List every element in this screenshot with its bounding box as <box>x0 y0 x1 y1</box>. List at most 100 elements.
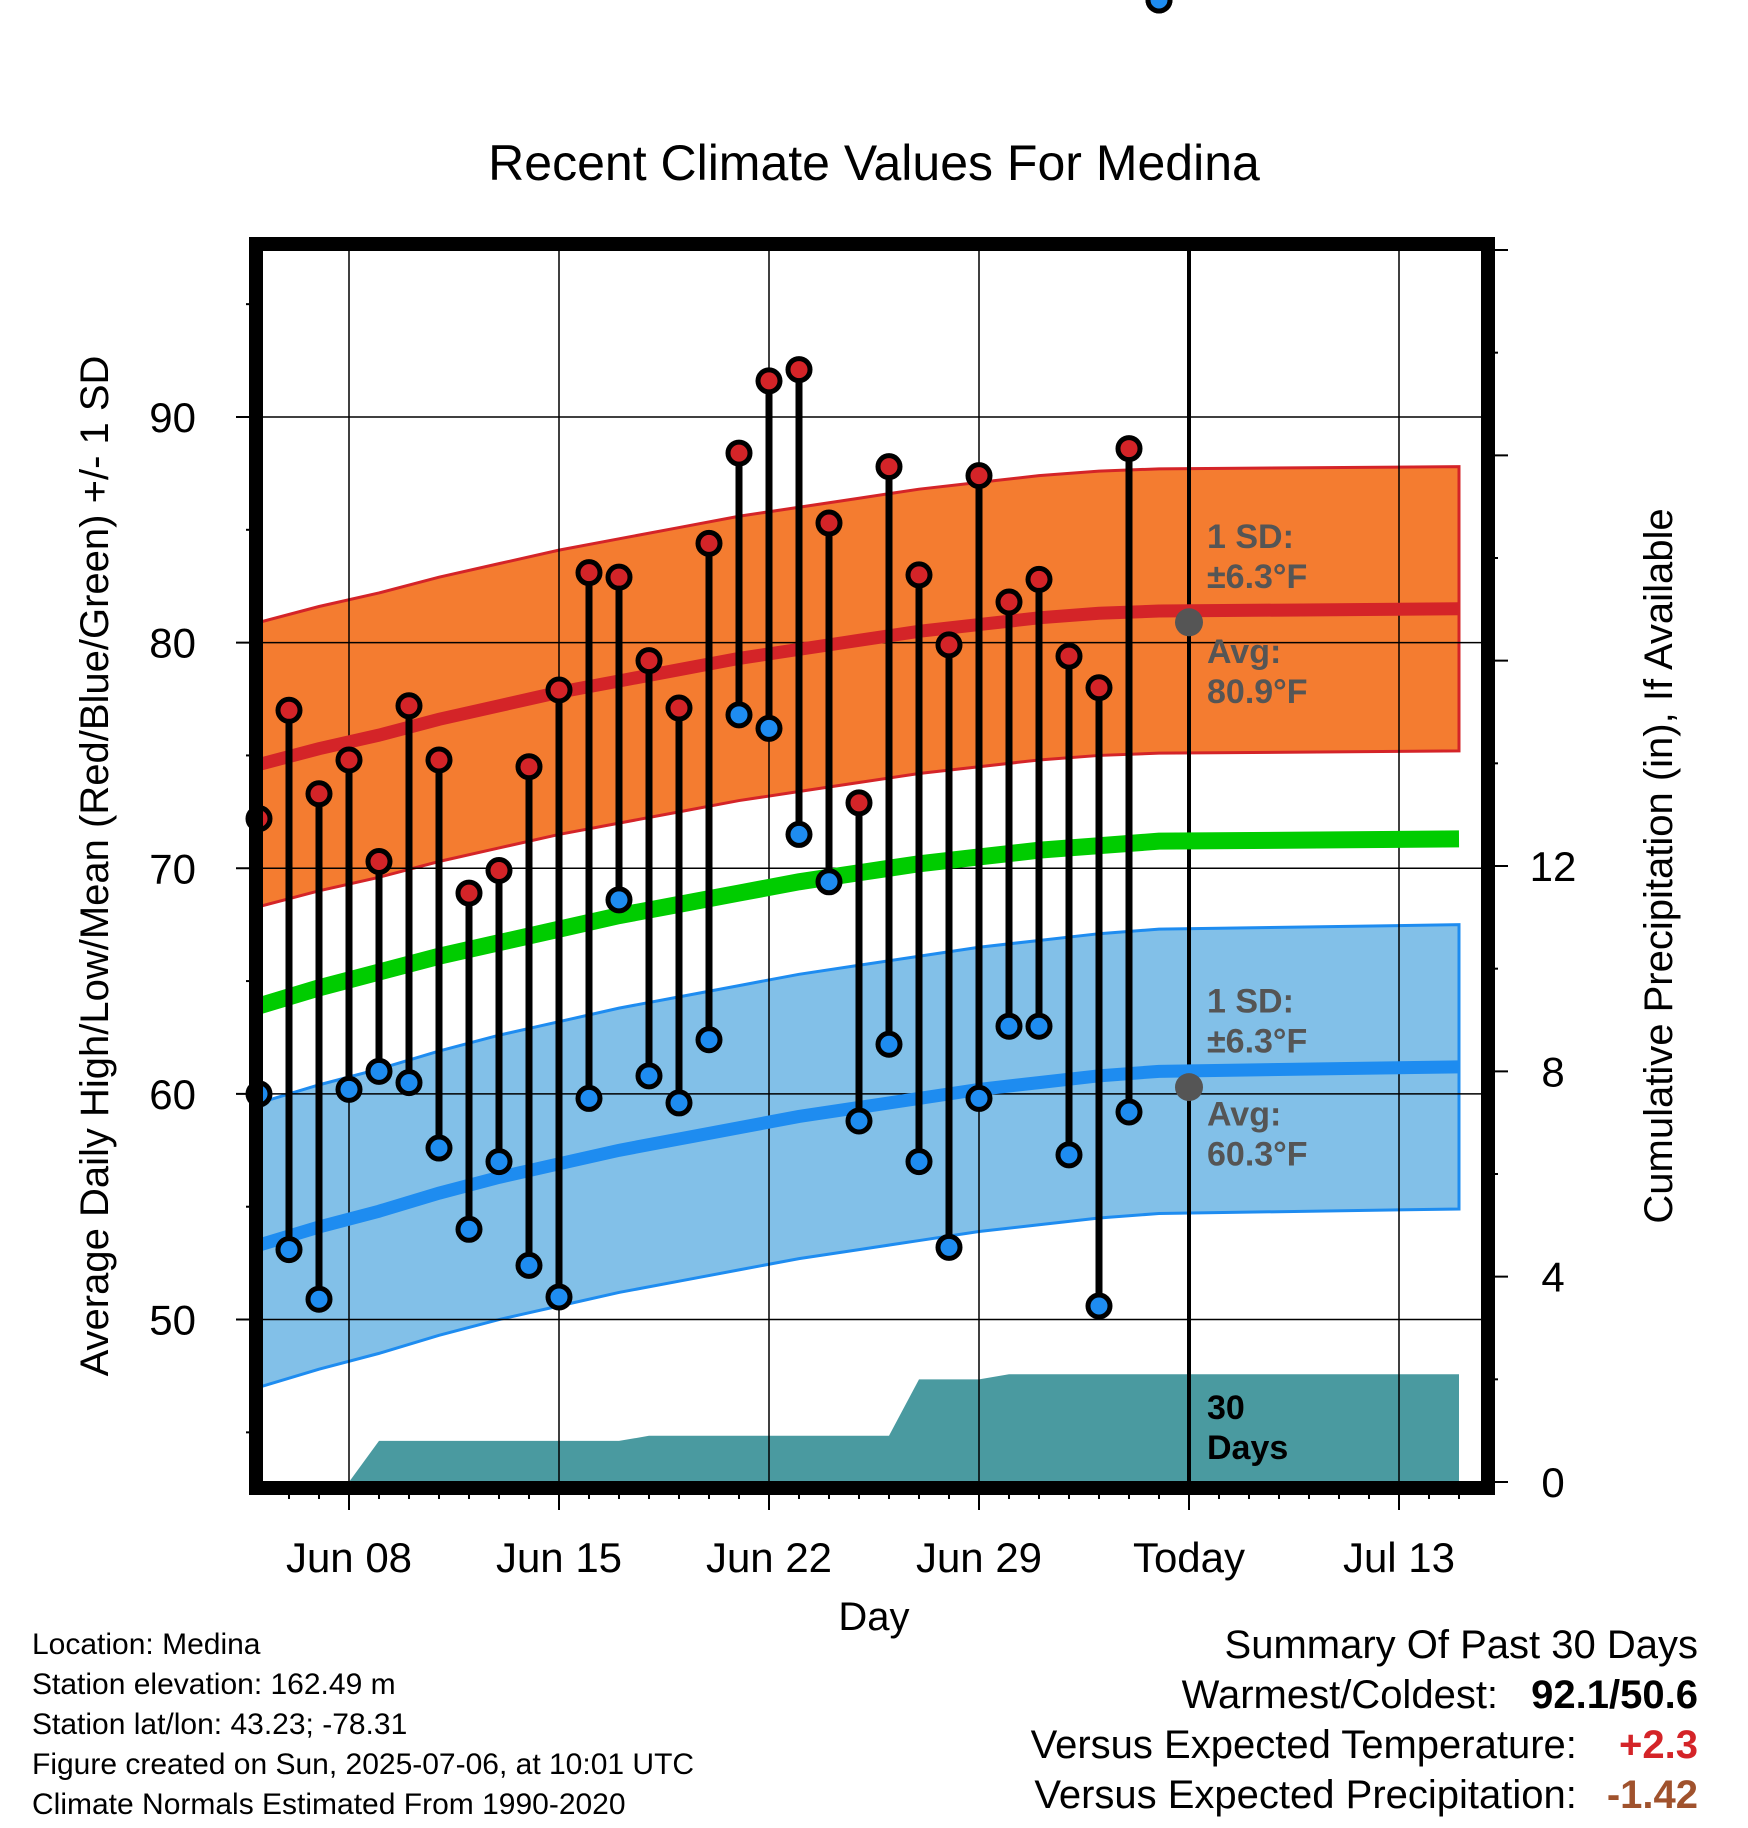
observed-high-point <box>605 563 633 591</box>
observed-low-point <box>275 1236 303 1264</box>
observed-low-point <box>785 820 813 848</box>
observed-low-point <box>905 1148 933 1176</box>
y2-tick-label: 12 <box>1530 843 1577 890</box>
warm-cold-label: Warmest/Coldest: <box>1181 1673 1499 1717</box>
precipitation-area-shape <box>349 1374 1459 1482</box>
x-tick-label: Jun 22 <box>706 1534 832 1581</box>
observed-high-point <box>275 696 303 724</box>
observed-low-point <box>455 1215 483 1243</box>
observed-high-point <box>695 529 723 557</box>
observed-high-point <box>635 647 663 675</box>
low-avg-annotation-line: Avg: <box>1207 1095 1281 1133</box>
observed-high-point <box>515 753 543 781</box>
observed-high-point <box>545 676 573 704</box>
observed-high-point <box>365 847 393 875</box>
observed-low-point <box>575 1084 603 1112</box>
observed-high-point <box>575 559 603 587</box>
y2-axis-label: Cumulative Precipitation (in), If Availa… <box>1637 508 1681 1223</box>
normals-text: Climate Normals Estimated From 1990-2020 <box>32 1788 626 1821</box>
y-tick-label: 90 <box>149 394 196 441</box>
observed-low-point <box>935 1233 963 1261</box>
observed-high-point <box>395 692 423 720</box>
precip-label: Versus Expected Precipitation: <box>1034 1773 1577 1817</box>
observed-low-point <box>485 1148 513 1176</box>
observed-low-point <box>755 714 783 742</box>
observed-low-point <box>305 1285 333 1313</box>
observed-low-point <box>1025 1012 1053 1040</box>
observed-low-point <box>965 1084 993 1112</box>
observed-low-point <box>815 868 843 896</box>
low-sd-annotation-line: ±6.3°F <box>1207 1023 1307 1061</box>
low-sd-annotation-line: 1 SD: <box>1207 983 1294 1021</box>
precip-days-annotation: 30 Days <box>1207 1389 1288 1467</box>
created-text: Figure created on Sun, 2025-07-06, at 10… <box>32 1748 695 1781</box>
summary-panel: Summary Of Past 30 Days Warmest/Coldest:… <box>1031 1620 1698 1820</box>
high-sd-annotation-line: 1 SD: <box>1207 518 1294 556</box>
today-avg-high-point <box>1175 608 1203 637</box>
observed-low-point <box>1145 0 1173 14</box>
observed-high-point <box>725 439 753 467</box>
warm-cold-row: Warmest/Coldest: 92.1/50.6 <box>1031 1670 1698 1720</box>
observed-high-point <box>1025 565 1053 593</box>
x-axis-label: Day <box>838 1595 909 1639</box>
y-axis-label: Average Daily High/Low/Mean (Red/Blue/Gr… <box>73 356 117 1377</box>
observed-high-point <box>995 588 1023 616</box>
observed-low-point <box>545 1283 573 1311</box>
high-sd-annotation: 1 SD: ±6.3°F <box>1207 518 1307 596</box>
observed-low-point <box>1115 1098 1143 1126</box>
observed-high-point <box>965 462 993 490</box>
observed-low-point <box>1055 1141 1083 1169</box>
observed-low-point <box>695 1026 723 1054</box>
observed-low-point <box>665 1089 693 1117</box>
observed-high-point <box>1085 674 1113 702</box>
temp-value: +2.3 <box>1619 1723 1698 1767</box>
observed-high-point <box>665 694 693 722</box>
location-text: Location: Medina <box>32 1628 261 1661</box>
observed-low-point <box>605 886 633 914</box>
observed-low-point <box>725 701 753 729</box>
today-avg-low-point <box>1175 1073 1203 1102</box>
observed-high-point <box>485 857 513 885</box>
low-avg-annotation: Avg: 60.3°F <box>1207 1095 1308 1173</box>
high-avg-annotation-line: Avg: <box>1207 633 1281 671</box>
x-tick-label: Jul 13 <box>1343 1534 1455 1581</box>
x-tick-label: Today <box>1133 1534 1245 1581</box>
observed-low-point <box>335 1075 363 1103</box>
normal-low-line <box>262 1060 1460 1251</box>
observed-high-point <box>425 746 453 774</box>
observed-low-point <box>875 1030 903 1058</box>
y2-tick-label: 8 <box>1541 1048 1564 1095</box>
observed-low-point <box>995 1012 1023 1040</box>
precip-row: Versus Expected Precipitation: -1.42 <box>1031 1770 1698 1820</box>
today-markers <box>1175 608 1203 1102</box>
elevation-text: Station elevation: 162.49 m <box>32 1668 396 1701</box>
observed-high-point <box>875 453 903 481</box>
warm-cold-value: 92.1/50.6 <box>1531 1673 1698 1717</box>
y-tick-label: 80 <box>149 620 196 667</box>
latlon-text: Station lat/lon: 43.23; -78.31 <box>32 1708 408 1741</box>
observed-low-point <box>845 1107 873 1135</box>
precip-value: -1.42 <box>1606 1773 1698 1817</box>
observed-high-point <box>815 509 843 537</box>
observed-low-point <box>365 1057 393 1085</box>
observed-low-point <box>395 1069 423 1097</box>
x-tick-label: Jun 08 <box>286 1534 412 1581</box>
observed-high-point <box>1055 642 1083 670</box>
y-tick-label: 50 <box>149 1297 196 1344</box>
observed-low-point <box>1085 1292 1113 1320</box>
precip-days-annotation-line: 30 <box>1207 1389 1245 1427</box>
observed-high-point <box>335 746 363 774</box>
y2-tick-label: 4 <box>1541 1254 1564 1301</box>
precip-days-annotation-line: Days <box>1207 1429 1288 1467</box>
observed-low-point <box>635 1062 663 1090</box>
summary-title: Summary Of Past 30 Days <box>1224 1623 1698 1667</box>
low-sd-annotation: 1 SD: ±6.3°F <box>1207 983 1307 1061</box>
y2-tick-label: 0 <box>1541 1459 1564 1506</box>
high-avg-annotation-line: 80.9°F <box>1207 673 1308 711</box>
observed-series <box>245 0 1173 1320</box>
high-sd-annotation-line: ±6.3°F <box>1207 558 1307 596</box>
low-avg-annotation-line: 60.3°F <box>1207 1135 1308 1173</box>
observed-high-point <box>785 356 813 384</box>
